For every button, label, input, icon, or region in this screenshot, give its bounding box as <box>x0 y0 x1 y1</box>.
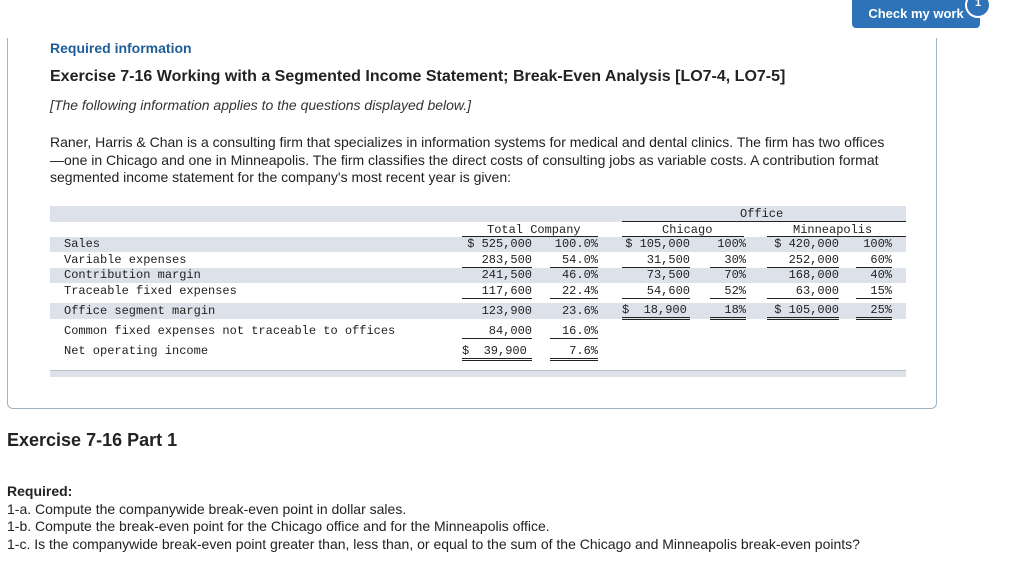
table-bottom-bar <box>50 370 906 377</box>
table-cell: $ 18,900 <box>622 303 690 320</box>
intro-paragraph: Raner, Harris & Chan is a consulting fir… <box>50 134 885 185</box>
table-cell: 241,500 <box>481 268 532 282</box>
table-cell: 63,000 <box>767 284 839 299</box>
table-row-label: Contribution margin <box>64 268 201 282</box>
table-cell: 252,000 <box>767 253 839 268</box>
table-cell: 30% <box>710 253 746 268</box>
col-header-chicago: Chicago <box>662 223 713 237</box>
table-cell: 18% <box>710 303 746 320</box>
table-cell: 22.4% <box>550 284 598 299</box>
table-row-label: Sales <box>64 237 101 251</box>
table-cell: 15% <box>856 284 892 299</box>
table-cell: 7.6% <box>550 344 598 361</box>
exercise-card <box>7 38 937 409</box>
table-cell: 25% <box>856 303 892 320</box>
required-section: Required: 1-a. Compute the companywide b… <box>7 483 927 553</box>
table-cell: 168,000 <box>788 268 839 282</box>
table-row-label: Traceable fixed expenses <box>64 284 237 298</box>
table-cell: $ 525,000 <box>467 237 532 251</box>
required-heading: Required: <box>7 483 73 499</box>
table-cell: 46.0% <box>561 268 598 282</box>
exercise-title: Exercise 7-16 Working with a Segmented I… <box>50 68 786 85</box>
table-cell: $ 420,000 <box>774 237 839 251</box>
col-header-total: Total Company <box>487 223 581 237</box>
required-item: 1-b. Compute the break-even point for th… <box>7 518 550 534</box>
table-cell: 23.6% <box>561 304 598 318</box>
office-header: Office <box>740 207 784 221</box>
table-cell: $ 39,900 <box>462 344 532 361</box>
table-cell: 84,000 <box>462 324 532 339</box>
table-cell: 100% <box>863 237 892 251</box>
table-cell: 123,900 <box>481 304 532 318</box>
table-cell: 40% <box>870 268 892 282</box>
table-cell: 283,500 <box>462 253 532 268</box>
table-cell: 70% <box>724 268 746 282</box>
table-row-label: Variable expenses <box>64 253 187 267</box>
table-cell: 54,600 <box>622 284 690 299</box>
required-item: 1-a. Compute the companywide break-even … <box>7 500 407 517</box>
notification-badge: 1 <box>965 0 991 18</box>
table-cell: 16.0% <box>550 324 598 339</box>
table-row-label: Net operating income <box>64 344 209 358</box>
col-header-minneapolis: Minneapolis <box>793 223 873 237</box>
table-cell: $ 105,000 <box>767 303 839 320</box>
exercise-note: [The following information applies to th… <box>50 97 472 113</box>
required-information-heading: Required information <box>50 40 192 56</box>
table-cell: 60% <box>856 253 892 268</box>
required-item: 1-c. Is the companywide break-even point… <box>7 535 860 552</box>
check-my-work-button[interactable]: Check my work <box>852 0 980 28</box>
table-cell: 52% <box>710 284 746 299</box>
table-cell: 54.0% <box>550 253 598 268</box>
table-row-label: Common fixed expenses not traceable to o… <box>64 324 396 338</box>
table-cell: $ 105,000 <box>625 237 690 251</box>
table-cell: 100.0% <box>554 237 598 251</box>
table-cell: 117,600 <box>462 284 532 299</box>
part-title: Exercise 7-16 Part 1 <box>7 430 178 450</box>
table-row-label: Office segment margin <box>64 304 216 318</box>
segmented-income-statement: Office Total Company Chicago Minneapolis… <box>50 206 906 377</box>
table-cell: 73,500 <box>646 268 690 282</box>
table-cell: 31,500 <box>622 253 690 268</box>
table-cell: 100% <box>717 237 746 251</box>
